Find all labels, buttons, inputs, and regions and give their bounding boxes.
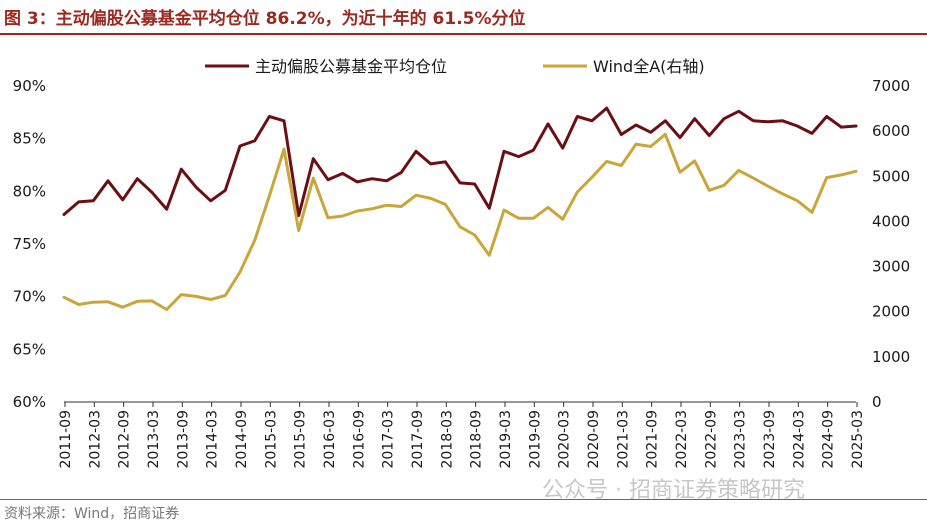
left-y-tick-label: 70% bbox=[13, 288, 46, 306]
x-tick-label: 2020-03 bbox=[557, 410, 573, 469]
series-lines bbox=[62, 106, 858, 311]
x-tick-label: 2013-09 bbox=[175, 410, 191, 469]
x-tick-label: 2020-09 bbox=[586, 410, 602, 469]
left-y-tick-label: 75% bbox=[13, 235, 46, 253]
left-y-axis-ticks: 60% 65% 70% 75% 80% 85% 90% bbox=[13, 77, 46, 411]
x-tick-label: 2016-03 bbox=[322, 410, 338, 469]
right-y-axis-ticks: 0 1000 2000 3000 4000 5000 6000 7000 bbox=[872, 77, 910, 411]
left-y-tick-label: 65% bbox=[13, 340, 46, 358]
x-tick-label: 2012-03 bbox=[87, 410, 103, 469]
series-line-wind-all-a bbox=[62, 132, 858, 311]
x-tick-label: 2011-09 bbox=[58, 410, 74, 469]
right-y-tick-label: 3000 bbox=[872, 258, 910, 276]
footer-rule bbox=[0, 499, 927, 500]
x-tick-label: 2023-03 bbox=[733, 410, 749, 469]
right-y-tick-label: 5000 bbox=[872, 167, 910, 185]
title-rule bbox=[0, 33, 927, 35]
x-tick-label: 2021-09 bbox=[645, 410, 661, 469]
x-tick-label: 2024-09 bbox=[821, 410, 837, 469]
x-tick-label: 2021-03 bbox=[615, 410, 631, 469]
x-tick-label: 2025-03 bbox=[850, 410, 866, 469]
watermark: 公众号 · 招商证券策略研究 bbox=[542, 478, 805, 503]
x-tick-label: 2014-03 bbox=[205, 410, 221, 469]
source-note: 资料来源：Wind，招商证券 bbox=[4, 506, 180, 522]
x-tick-label: 2014-09 bbox=[234, 410, 250, 469]
figure-title: 图 3：主动偏股公募基金平均仓位 86.2%，为近十年的 61.5%分位 bbox=[4, 9, 526, 29]
right-y-tick-label: 4000 bbox=[872, 212, 910, 230]
x-tick-label: 2016-09 bbox=[351, 410, 367, 469]
left-y-tick-label: 85% bbox=[13, 130, 46, 148]
right-y-tick-label: 0 bbox=[872, 393, 882, 411]
x-tick-label: 2017-03 bbox=[381, 410, 397, 469]
legend-label: Wind全A(右轴) bbox=[593, 57, 705, 76]
left-y-tick-label: 60% bbox=[13, 393, 46, 411]
left-y-tick-label: 90% bbox=[13, 77, 46, 95]
x-tick-label: 2013-03 bbox=[146, 410, 162, 469]
x-tick-label: 2024-03 bbox=[791, 410, 807, 469]
x-tick-label: 2018-03 bbox=[439, 410, 455, 469]
series-line-fund-position bbox=[62, 106, 858, 218]
x-tick-label: 2018-09 bbox=[469, 410, 485, 469]
x-tick-label: 2012-09 bbox=[117, 410, 133, 469]
x-tick-label: 2022-09 bbox=[703, 410, 719, 469]
x-tick-label: 2015-03 bbox=[263, 410, 279, 469]
x-axis-ticks: 2011-09 2012-03 2012-09 2013-03 2013-09 2014-… bbox=[58, 402, 866, 469]
legend-label: 主动偏股公募基金平均仓位 bbox=[255, 57, 447, 76]
right-y-tick-label: 1000 bbox=[872, 348, 910, 366]
x-tick-label: 2015-09 bbox=[293, 410, 309, 469]
x-tick-label: 2019-03 bbox=[498, 410, 514, 469]
chart-legend: 主动偏股公募基金平均仓位 Wind全A(右轴) bbox=[205, 57, 705, 76]
right-y-tick-label: 2000 bbox=[872, 303, 910, 321]
x-tick-label: 2022-03 bbox=[674, 410, 690, 469]
left-y-tick-label: 80% bbox=[13, 182, 46, 200]
right-y-tick-label: 7000 bbox=[872, 77, 910, 95]
x-tick-label: 2019-09 bbox=[527, 410, 543, 469]
x-tick-label: 2017-09 bbox=[410, 410, 426, 469]
right-y-tick-label: 6000 bbox=[872, 122, 910, 140]
x-tick-label: 2023-09 bbox=[762, 410, 778, 469]
